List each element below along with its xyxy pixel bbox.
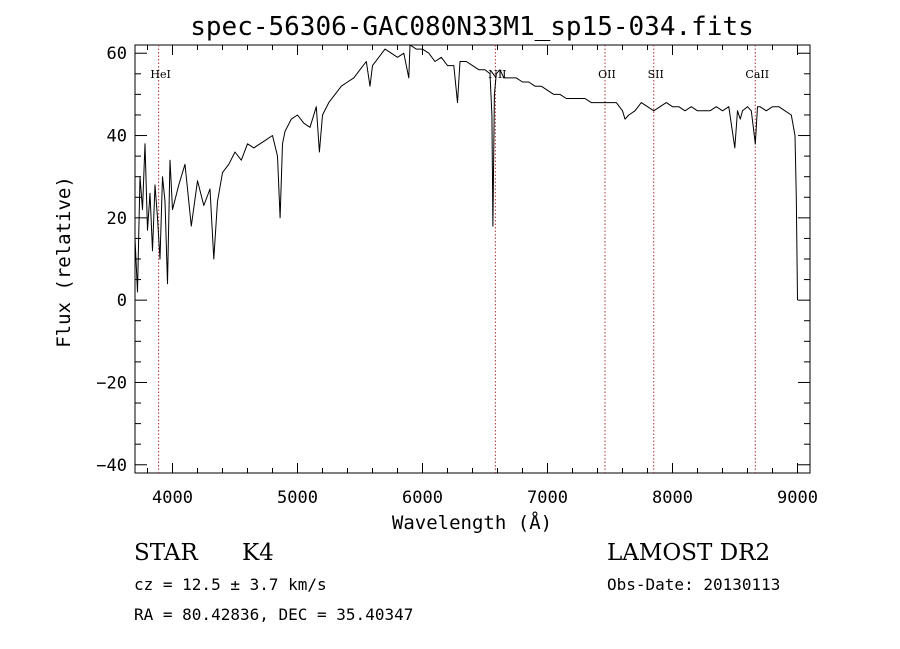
- survey-name: LAMOST DR2: [607, 540, 770, 566]
- line-marker-label: HeI: [150, 68, 170, 81]
- object-class: STAR: [134, 540, 198, 566]
- x-tick-label: 4000: [152, 488, 193, 508]
- annotation-labels: HeI NII OII SII CaII: [150, 68, 769, 81]
- axis-ticks: 4000 5000 6000 7000 8000 9000 −40 −20 0 20 40 60: [96, 44, 818, 508]
- y-tick-label: −40: [96, 456, 127, 476]
- line-marker-label: CaII: [745, 68, 769, 81]
- coordinates-text: RA = 80.42836, DEC = 35.40347: [134, 605, 413, 624]
- y-tick-label: 40: [107, 127, 127, 147]
- x-axis-label: Wavelength (Å): [392, 511, 552, 534]
- x-tick-label: 7000: [527, 488, 568, 508]
- spectrum-line: [134, 44, 798, 301]
- chart-title: spec-56306-GAC080N33M1_sp15-034.fits: [190, 12, 754, 42]
- y-axis-label: Flux (relative): [53, 176, 75, 348]
- y-tick-label: 60: [107, 44, 127, 64]
- spectrum-series: [134, 44, 798, 301]
- plot-frame: [134, 44, 811, 474]
- y-tick-label: 0: [117, 291, 127, 311]
- annotation-lines: [158, 45, 756, 473]
- object-subclass: K4: [242, 540, 274, 566]
- line-marker-label: OII: [598, 68, 616, 81]
- redshift-text: cz = 12.5 ± 3.7 km/s: [134, 575, 327, 594]
- x-tick-label: 6000: [402, 488, 443, 508]
- y-tick-label: 20: [107, 209, 127, 229]
- line-marker-label: NII: [488, 68, 506, 81]
- x-tick-label: 9000: [777, 488, 818, 508]
- x-tick-label: 8000: [652, 488, 693, 508]
- line-marker-label: SII: [648, 68, 664, 81]
- obs-date-text: Obs-Date: 20130113: [607, 575, 780, 594]
- plot-area-border: [134, 44, 811, 474]
- x-tick-label: 5000: [277, 488, 318, 508]
- y-tick-label: −20: [96, 373, 127, 393]
